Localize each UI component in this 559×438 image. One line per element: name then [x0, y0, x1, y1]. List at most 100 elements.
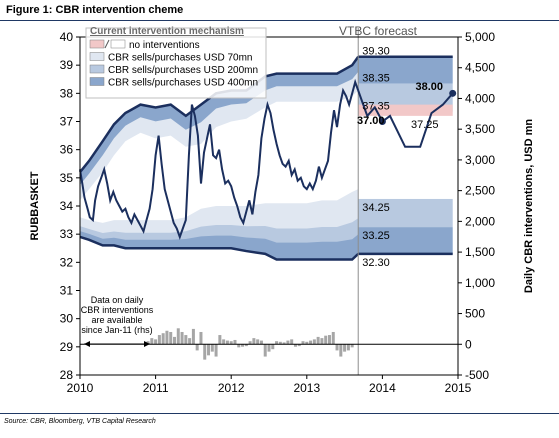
forecast-band-200-lower [358, 198, 453, 228]
x-tick-label: 2012 [218, 381, 245, 395]
intervention-bar [191, 328, 195, 345]
data-note-line: Data on daily [91, 295, 144, 305]
forecast-level-label: 38.35 [362, 72, 390, 84]
intervention-bar [305, 341, 309, 345]
y-tick-label: 38 [60, 86, 74, 100]
data-note-arrowhead-left [84, 341, 90, 347]
y2-tick-label: 5,000 [465, 30, 495, 44]
tick-labels: 2010 2011 2012 2013 2014 2015 28 29 30 31 32 33 34 35… [29, 30, 535, 395]
y2-tick-label: -500 [465, 368, 489, 382]
y2-tick-label: 1,500 [465, 245, 495, 259]
y2-tick-label: 0 [465, 337, 472, 351]
y2-tick-label: 2,500 [465, 184, 495, 198]
intervention-bar [222, 339, 226, 345]
figure-title: Figure 1: CBR intervention cheme [6, 4, 184, 16]
intervention-bar [180, 331, 184, 345]
y-tick-label: 31 [60, 284, 74, 298]
intervention-bar [150, 338, 154, 345]
y-tick-label: 35 [60, 171, 74, 185]
x-tick-label: 2011 [143, 381, 169, 395]
intervention-bar [256, 339, 260, 345]
intervention-bar [343, 344, 347, 352]
legend-swatch [89, 39, 105, 49]
intervention-bar [199, 331, 203, 345]
legend: Current intervention mechanism no interve… [85, 26, 267, 99]
intervention-bar [252, 338, 256, 345]
intervention-bar [195, 344, 199, 351]
y-tick-label: 37 [60, 115, 74, 129]
forecast-band-400-lower [358, 227, 453, 254]
intervention-bar [271, 344, 275, 350]
y-tick-label: 33 [60, 227, 74, 241]
legend-label: no interventions [129, 40, 200, 51]
intervention-bar [290, 339, 294, 345]
band-bottom-edge [79, 235, 360, 261]
forecast-band-no-intervention [358, 104, 453, 116]
intervention-bar [259, 340, 263, 345]
intervention-bar [286, 340, 290, 345]
y-tick-label: 39 [60, 58, 74, 72]
intervention-bar [154, 339, 158, 345]
y-tick-label: 29 [60, 340, 74, 354]
legend-box [85, 27, 267, 99]
y2-tick-label: 3,500 [465, 122, 495, 136]
legend-swatch [89, 64, 105, 74]
legend-swatch [89, 77, 105, 86]
intervention-bar [327, 335, 331, 345]
source-note: Source: CBR, Bloomberg, VTB Capital Rese… [4, 418, 156, 425]
intervention-bar [210, 344, 214, 352]
intervention-bar [339, 344, 343, 357]
x-tick-label: 2014 [369, 381, 396, 395]
intervention-bar [184, 335, 188, 345]
intervention-bar [165, 330, 169, 345]
intervention-bar [225, 340, 229, 345]
y-axis-label: RUBBASKET [29, 171, 41, 240]
data-note-line: since Jan-11 (rhs) [81, 325, 152, 335]
y-tick-label: 34 [60, 199, 74, 213]
y2-axis-label: Daily CBR interventions, USD mn [523, 119, 535, 293]
data-note-arrowhead-right [144, 341, 150, 347]
data-note-line: are available [91, 315, 142, 325]
legend-swatch [89, 52, 105, 61]
title-rule [0, 20, 559, 21]
y-tick-label: 36 [60, 143, 74, 157]
intervention-bar [320, 338, 324, 345]
y-tick-label: 30 [60, 312, 74, 326]
intervention-bar [263, 344, 267, 357]
intervention-bar [203, 344, 207, 360]
y2-tick-label: 500 [465, 307, 485, 321]
intervention-bar [244, 344, 248, 347]
forecast-level-label: 34.25 [362, 202, 390, 214]
intervention-bar [248, 341, 252, 345]
legend-label: CBR sells/purchases USD 200mn [108, 65, 258, 76]
y2-tick-label: 4,000 [465, 91, 495, 105]
intervention-bar [157, 335, 161, 345]
intervention-bar [146, 341, 150, 345]
forecast-value-label: 37.00 [357, 115, 385, 127]
series-lines [79, 78, 457, 241]
y2-tick-label: 4,500 [465, 61, 495, 75]
intervention-bar [233, 339, 237, 345]
forecast-line [357, 90, 454, 148]
forecast-title: VTBC forecast [339, 24, 418, 38]
y2-tick-label: 3,000 [465, 153, 495, 167]
legend-title: Current intervention mechanism [90, 26, 244, 37]
forecast-point [449, 89, 457, 97]
intervention-bar [282, 342, 286, 345]
legend-label: CBR sells/purchases USD 400mn [108, 78, 258, 89]
intervention-bar [241, 344, 245, 347]
intervention-bar [237, 344, 241, 348]
intervention-bar [275, 341, 279, 345]
bottom-rule [0, 413, 559, 414]
intervention-bar [161, 333, 165, 345]
y-tick-label: 32 [60, 255, 74, 269]
intervention-bar [346, 344, 350, 351]
intervention-bar [278, 341, 282, 345]
intervention-bar [293, 344, 297, 347]
legend-slash [104, 39, 110, 49]
x-tick-label: 2013 [293, 381, 320, 395]
rubbasket-line [79, 78, 360, 241]
chart: 2010 2011 2012 2013 2014 2015 28 29 30 31 32 33 34 35… [29, 24, 535, 395]
forecast-level-label: 32.30 [362, 257, 390, 269]
intervention-bar [324, 335, 328, 345]
